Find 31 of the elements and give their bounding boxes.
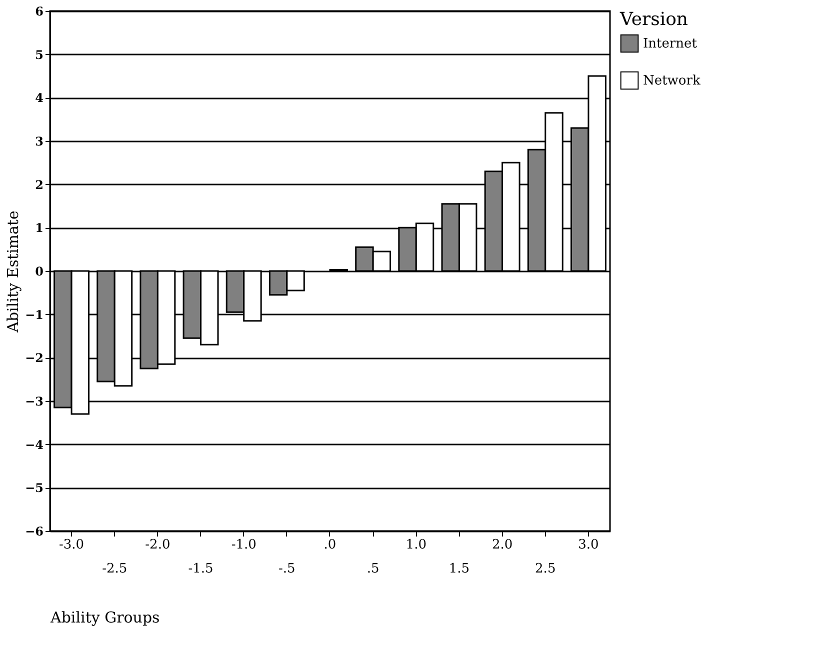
y-tick-label: 0 [35,264,44,278]
x-tick-label: .0 [324,538,336,552]
x-tick-label: 1.0 [406,538,426,552]
y-tick-label: 1 [35,221,44,236]
y-tick-label: 3 [35,134,44,148]
y-tick-label: 6 [35,4,44,18]
y-tick-label: 4 [35,91,44,106]
legend-label: Internet [643,36,698,52]
x-tick-label: -1.5 [188,562,214,576]
y-tick-label: −5 [25,481,44,496]
y-tick-label: −4 [25,438,44,452]
y-tick-label: −2 [25,351,44,366]
y-tick-label: 5 [35,48,44,62]
legend-title: Version [619,9,688,30]
legend-label: Network [643,74,700,88]
y-tick-label: −6 [25,524,44,538]
x-tick-label: .5 [366,562,380,576]
y-axis-title: Ability Estimate [4,210,22,334]
y-tick-label: −3 [25,394,44,408]
x-tick-label: -2.5 [102,562,128,576]
x-tick-label: 3.0 [578,538,599,552]
x-tick-label: 2.0 [492,538,513,552]
x-tick-label: -1.0 [231,538,256,552]
x-tick-label: -3.0 [59,538,84,552]
x-axis-title: Ability Groups [50,608,160,626]
x-tick-label: -2.0 [145,538,170,552]
y-tick-label: −1 [25,308,44,322]
y-tick-label: 2 [35,178,44,192]
x-tick-label: 1.5 [448,562,470,576]
x-tick-label: 2.5 [535,562,556,576]
x-tick-label: -.5 [278,562,296,576]
